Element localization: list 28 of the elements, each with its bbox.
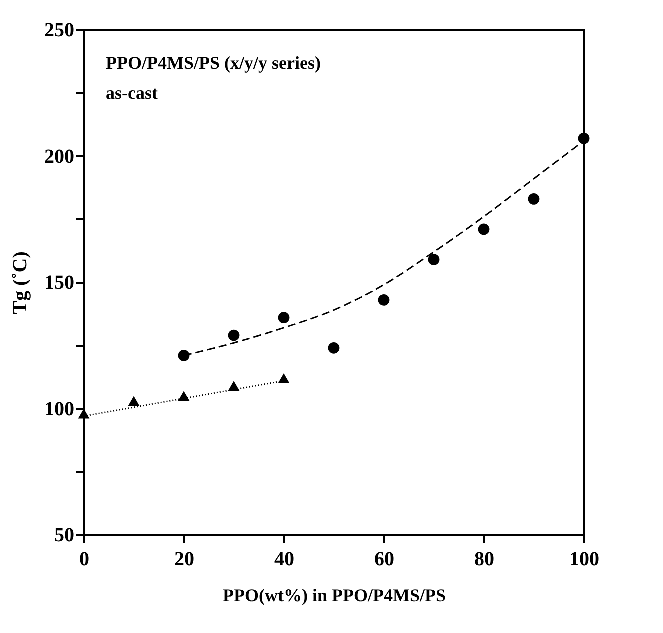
x-tick-label: 40 — [274, 548, 294, 570]
x-tick-label: 80 — [474, 548, 494, 570]
point — [278, 312, 290, 324]
point — [128, 396, 140, 406]
y-tick-label: 150 — [44, 272, 74, 294]
point — [228, 381, 240, 391]
y-tick-label: 200 — [44, 146, 74, 168]
point — [328, 342, 340, 354]
y-axis-title: Tg (˚C) — [10, 252, 32, 314]
point — [178, 350, 190, 362]
point — [578, 132, 590, 144]
point — [378, 294, 390, 306]
y-tick-label: 100 — [44, 398, 74, 420]
point — [278, 374, 290, 384]
x-tick-label: 20 — [174, 548, 194, 570]
y-tick-label: 50 — [54, 524, 74, 546]
x-tick-label: 60 — [374, 548, 394, 570]
x-axis-title: PPO(wt%) in PPO/P4MS/PS — [223, 586, 446, 606]
x-tick-label: 100 — [570, 548, 600, 570]
annotation: PPO/P4MS/PS (x/y/y series) — [106, 53, 321, 73]
point — [228, 330, 240, 342]
x-tick-label: 0 — [80, 548, 90, 570]
point — [528, 193, 540, 205]
point — [478, 224, 490, 236]
point — [428, 254, 440, 266]
point — [178, 391, 190, 402]
annotation: as-cast — [106, 83, 158, 103]
y-tick-label: 250 — [44, 20, 74, 42]
